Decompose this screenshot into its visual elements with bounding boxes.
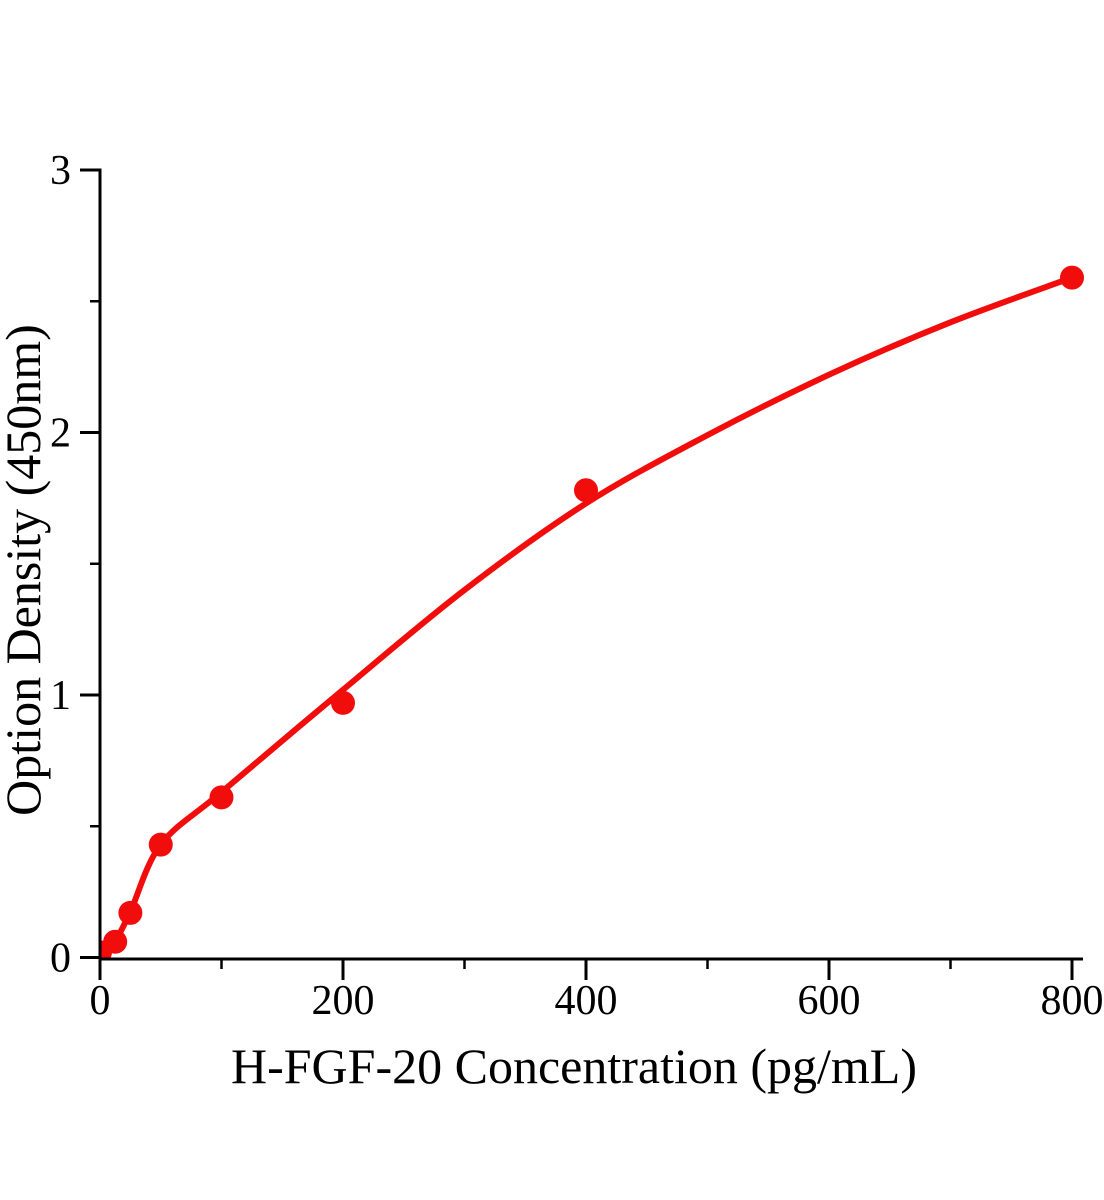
data-point <box>148 832 173 857</box>
x-tick-label: 200 <box>312 978 375 1024</box>
plot-group <box>101 265 1084 958</box>
data-point <box>574 478 598 503</box>
x-tick-label: 400 <box>555 978 618 1024</box>
y-axis-title: Option Density (450nm) <box>0 324 51 816</box>
data-point <box>209 785 234 810</box>
y-tick-label: 1 <box>50 673 71 719</box>
axes-group: 0 200 400 600 800 0 1 2 3 <box>50 148 1104 1024</box>
data-point <box>331 690 355 715</box>
data-point <box>1060 265 1084 290</box>
data-point <box>118 900 143 925</box>
x-axis-title: H-FGF-20 Concentration (pg/mL) <box>231 1038 917 1094</box>
fit-curve <box>101 274 1075 958</box>
x-tick-label: 600 <box>798 978 861 1024</box>
x-tick-label: 0 <box>90 978 111 1024</box>
data-point <box>103 929 128 954</box>
y-tick-label: 3 <box>50 148 71 194</box>
y-tick-label: 2 <box>50 411 71 457</box>
y-tick-label: 0 <box>50 936 71 982</box>
x-tick-label: 800 <box>1041 978 1104 1024</box>
